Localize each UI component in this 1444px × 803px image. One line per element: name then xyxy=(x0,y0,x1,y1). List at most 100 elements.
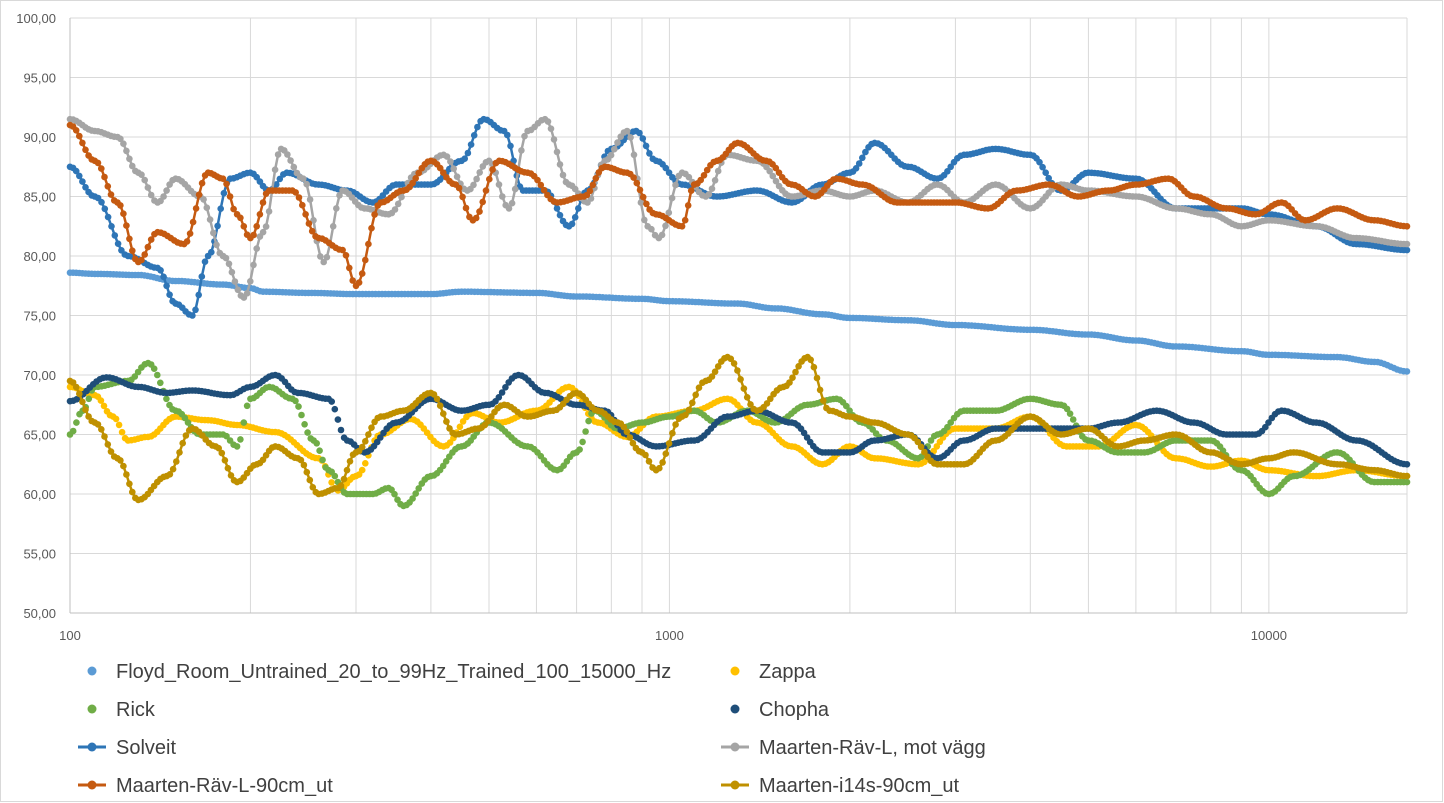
data-point xyxy=(309,484,317,491)
data-point xyxy=(665,209,673,216)
data-point xyxy=(253,245,260,252)
data-point xyxy=(450,165,458,172)
data-point xyxy=(1403,246,1411,254)
data-point xyxy=(714,167,722,175)
data-point xyxy=(195,291,202,299)
data-point xyxy=(333,205,340,212)
data-point xyxy=(163,395,170,403)
data-point xyxy=(305,220,313,227)
y-tick-label: 85,00 xyxy=(23,190,56,205)
data-point xyxy=(766,167,773,175)
data-point xyxy=(218,449,226,457)
data-point xyxy=(472,214,480,222)
data-point xyxy=(1403,368,1411,375)
data-point xyxy=(76,172,83,180)
data-point xyxy=(328,398,336,405)
data-point xyxy=(240,419,248,426)
data-point xyxy=(708,373,716,380)
data-point xyxy=(328,479,335,486)
y-tick-label: 55,00 xyxy=(23,547,56,562)
data-point xyxy=(689,399,696,407)
data-point xyxy=(476,169,484,176)
data-point xyxy=(259,199,267,206)
data-point xyxy=(687,187,695,194)
data-point xyxy=(636,129,643,137)
data-point xyxy=(144,243,152,251)
data-point xyxy=(117,457,124,464)
data-point xyxy=(589,181,597,189)
data-point xyxy=(692,391,699,399)
data-point xyxy=(810,363,818,371)
data-point xyxy=(163,282,170,290)
data-point xyxy=(198,179,206,187)
data-point xyxy=(129,488,136,496)
data-point xyxy=(206,216,214,223)
data-point xyxy=(914,438,922,446)
data-point xyxy=(643,200,650,208)
legend-label: Solveit xyxy=(116,737,176,759)
data-point xyxy=(669,429,676,437)
data-point xyxy=(262,223,270,230)
data-point xyxy=(495,394,503,401)
data-point xyxy=(141,251,148,258)
data-point xyxy=(94,421,102,428)
data-point xyxy=(412,175,420,182)
y-tick-label: 50,00 xyxy=(23,606,56,621)
data-point xyxy=(495,181,503,188)
data-point xyxy=(633,179,641,187)
data-point xyxy=(253,223,260,230)
data-point xyxy=(183,238,191,245)
series-line xyxy=(69,117,1408,318)
data-point xyxy=(474,123,481,131)
data-point xyxy=(658,231,666,239)
data-point xyxy=(695,384,703,392)
data-point xyxy=(290,163,298,171)
data-point xyxy=(734,367,741,374)
legend-label: Maarten-Räv-L-90cm_ut xyxy=(116,775,333,797)
data-point xyxy=(82,146,89,154)
data-point xyxy=(571,214,579,221)
data-point xyxy=(250,261,257,269)
legend-label: Maarten-i14s-90cm_ut xyxy=(759,775,960,797)
data-point xyxy=(169,465,177,473)
data-point xyxy=(342,252,350,259)
data-point xyxy=(708,185,716,192)
data-point xyxy=(192,205,200,212)
data-point xyxy=(1066,410,1074,418)
legend-label: Rick xyxy=(116,699,156,721)
data-point xyxy=(456,423,464,431)
data-point xyxy=(1403,478,1411,486)
data-point xyxy=(100,402,108,410)
data-point xyxy=(214,222,221,230)
data-point xyxy=(76,390,83,398)
data-point xyxy=(769,172,777,180)
data-point xyxy=(301,421,308,428)
data-point xyxy=(568,220,576,228)
data-point xyxy=(346,264,353,272)
data-point xyxy=(233,443,241,450)
data-point xyxy=(225,260,233,268)
data-point xyxy=(203,204,211,211)
data-point xyxy=(144,184,152,191)
data-point xyxy=(575,205,582,212)
data-point xyxy=(511,185,519,193)
data-point xyxy=(182,432,190,439)
data-point xyxy=(772,177,780,185)
data-point xyxy=(775,169,783,176)
data-point xyxy=(303,468,311,476)
data-point xyxy=(553,205,561,212)
data-point xyxy=(816,386,824,394)
data-point xyxy=(220,189,228,197)
data-point xyxy=(518,147,525,154)
data-point xyxy=(489,166,496,173)
legend-label: Chopha xyxy=(759,699,830,721)
data-point xyxy=(672,421,679,428)
data-point xyxy=(243,402,251,410)
data-point xyxy=(306,196,314,203)
legend-label: Zappa xyxy=(759,661,817,683)
data-point xyxy=(365,240,372,248)
legend-label: Maarten-Räv-L, mot vägg xyxy=(759,737,986,759)
data-point xyxy=(166,471,174,478)
data-point xyxy=(1036,158,1043,166)
